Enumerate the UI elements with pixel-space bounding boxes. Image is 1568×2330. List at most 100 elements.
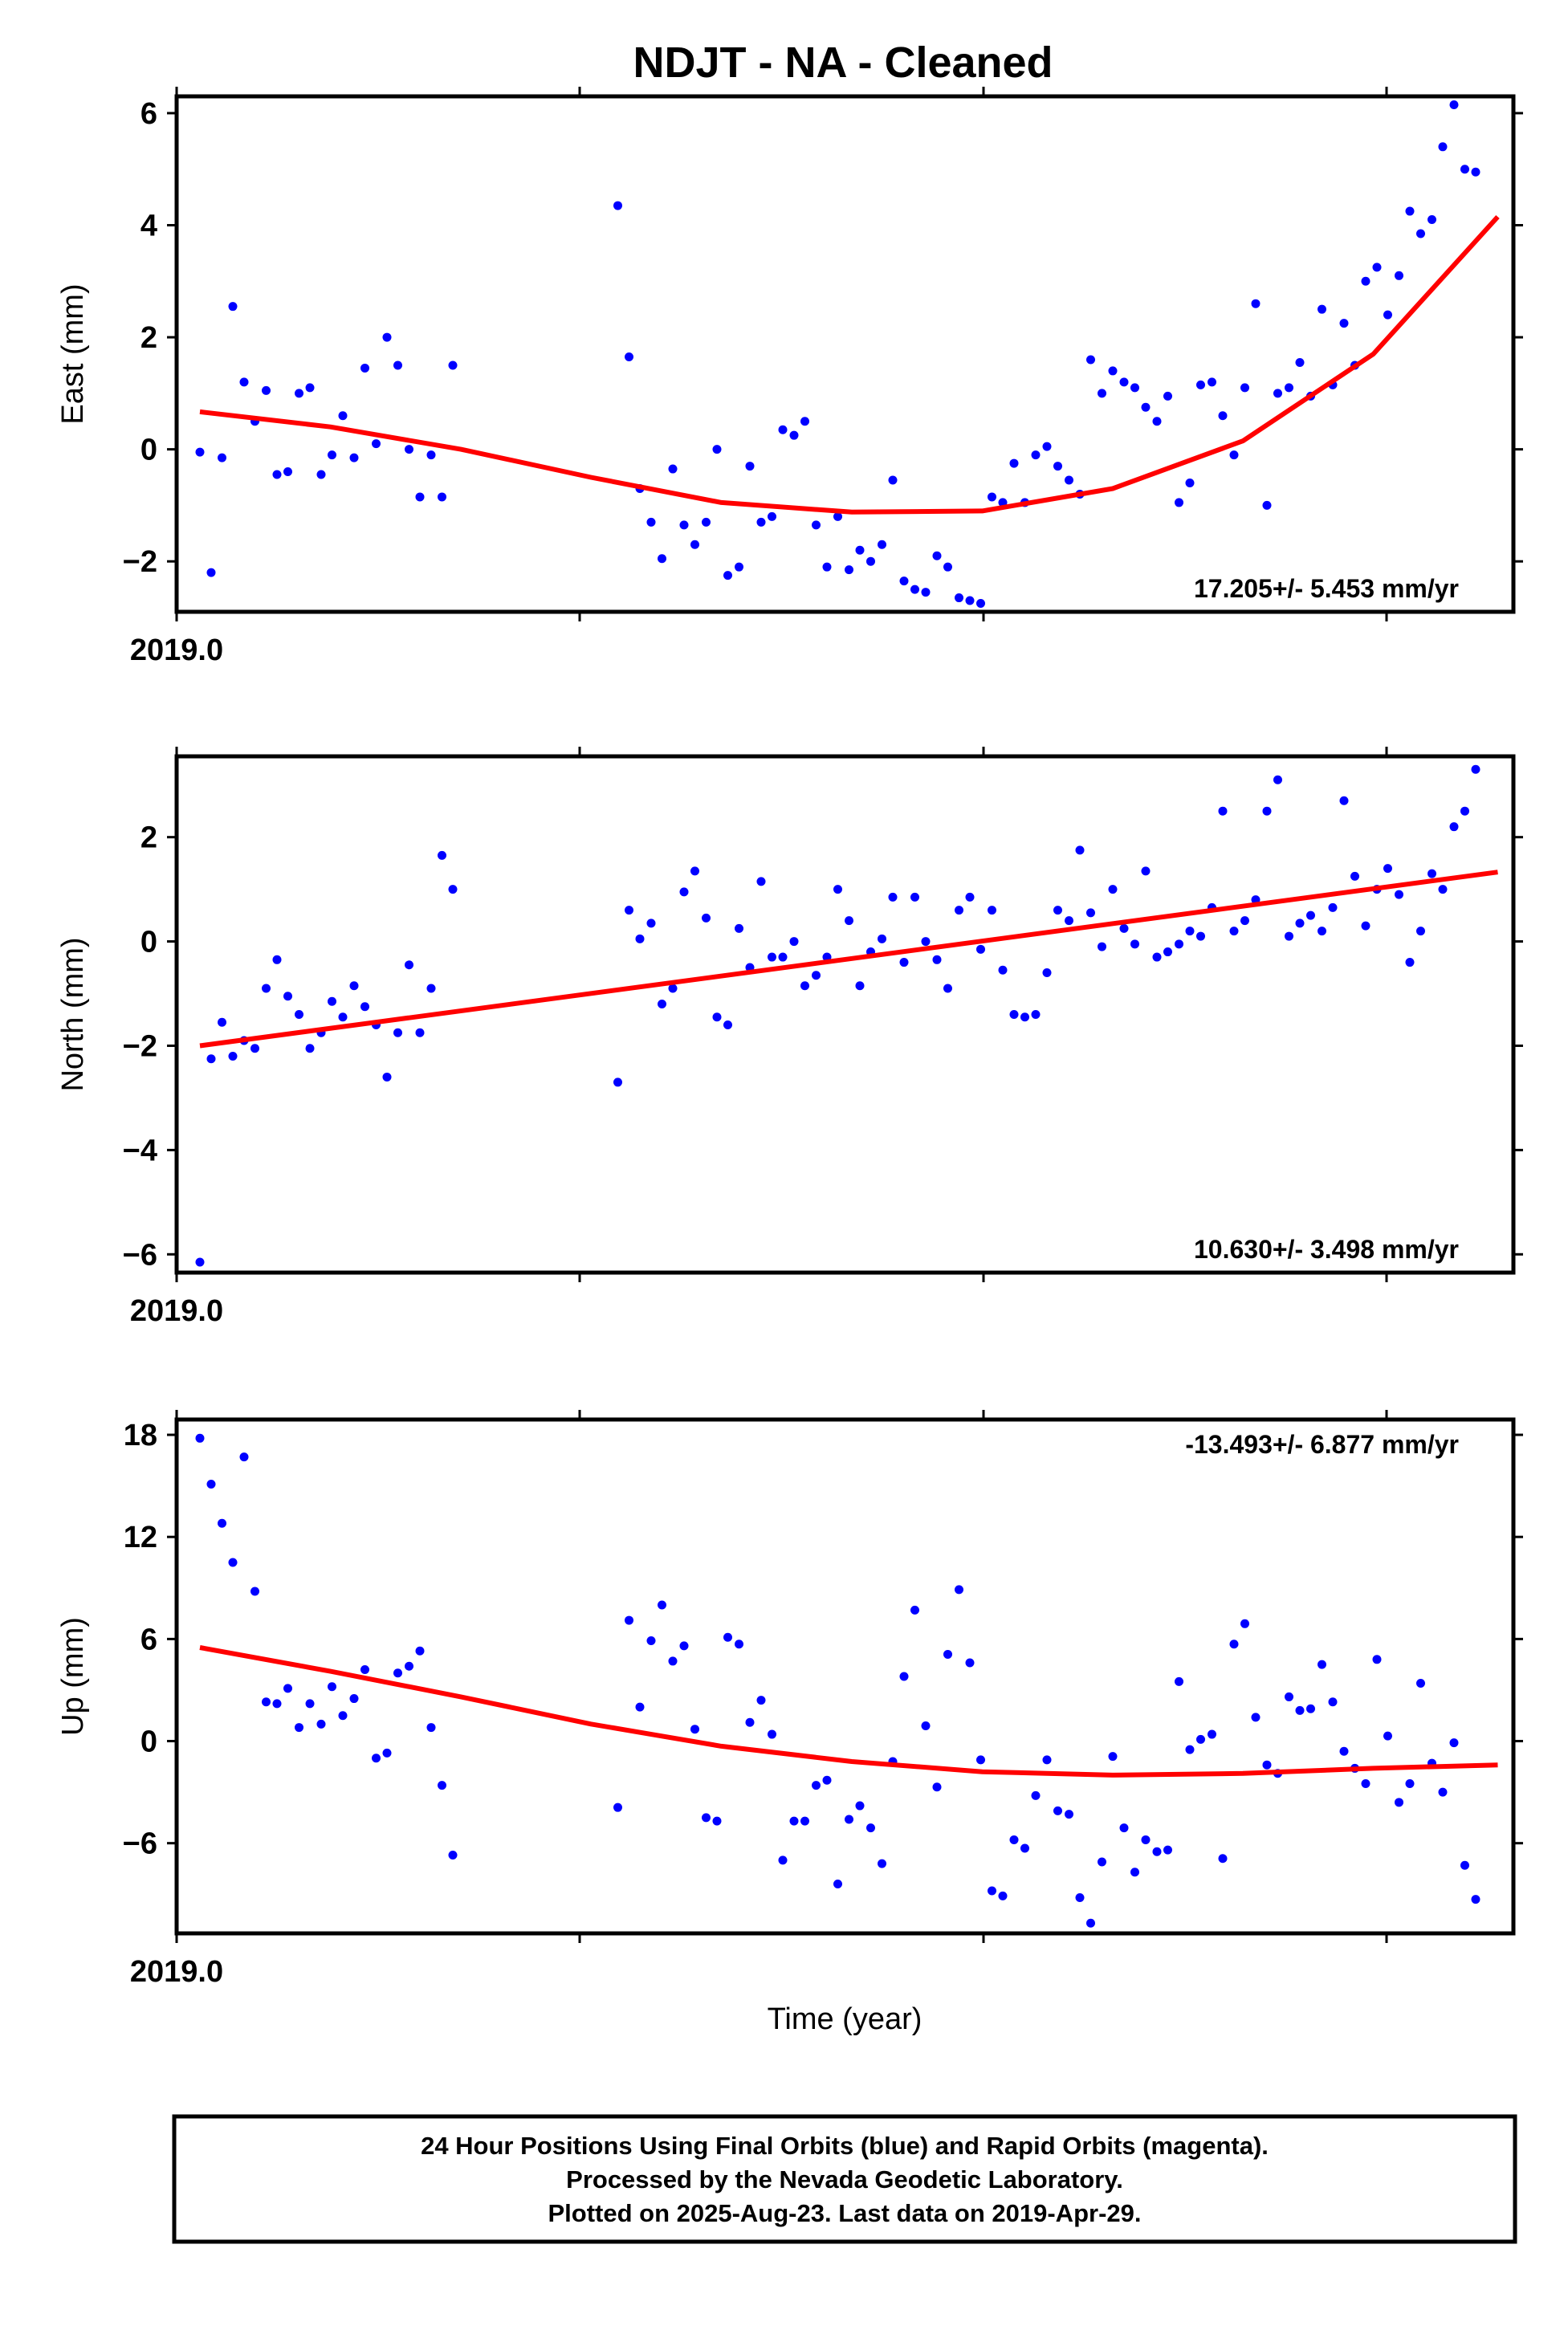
data-point <box>262 984 271 993</box>
data-point <box>1009 458 1019 468</box>
data-point <box>932 955 942 964</box>
data-point <box>1449 100 1459 109</box>
data-point <box>218 1017 226 1027</box>
data-point <box>646 517 656 527</box>
data-point <box>679 887 689 897</box>
data-point <box>658 554 666 564</box>
data-point <box>338 1012 348 1022</box>
data-point <box>735 562 743 572</box>
data-point <box>976 599 985 609</box>
data-point <box>1262 806 1272 816</box>
data-point <box>690 540 699 549</box>
data-point <box>1427 215 1436 225</box>
data-point <box>1273 389 1282 398</box>
data-point <box>262 1697 271 1707</box>
data-point <box>1285 383 1293 393</box>
data-point <box>360 363 369 373</box>
data-point <box>1229 1640 1239 1649</box>
data-point <box>1098 389 1106 398</box>
data-point <box>262 385 271 395</box>
data-point <box>855 545 865 555</box>
data-point <box>1240 916 1249 926</box>
data-point <box>899 1672 909 1681</box>
y-tick-label: −4 <box>123 1134 157 1167</box>
data-point <box>888 892 898 902</box>
data-point <box>1163 947 1172 957</box>
data-point <box>1395 1798 1403 1807</box>
data-point <box>800 981 809 991</box>
data-point <box>295 1010 303 1019</box>
data-point <box>1065 1810 1073 1819</box>
data-point <box>328 996 336 1006</box>
data-point <box>1449 1738 1459 1748</box>
trend-line <box>199 214 1500 515</box>
data-point <box>438 850 446 860</box>
data-point <box>921 588 931 597</box>
data-point <box>360 1665 369 1675</box>
data-point <box>1152 952 1162 962</box>
data-point <box>866 556 875 566</box>
data-point <box>712 445 722 454</box>
data-point <box>1119 923 1129 933</box>
data-point <box>283 992 292 1001</box>
data-point <box>910 585 919 594</box>
data-point <box>250 1587 259 1596</box>
data-point <box>756 877 766 886</box>
data-point <box>1086 355 1095 365</box>
data-point <box>1175 498 1183 507</box>
plot-frame <box>174 754 1516 1275</box>
data-point <box>1438 1787 1448 1797</box>
data-point <box>1285 1692 1293 1701</box>
data-point <box>1042 442 1052 451</box>
data-point <box>998 1891 1008 1900</box>
y-tick-label: −2 <box>123 1029 157 1063</box>
data-point <box>1471 1895 1480 1904</box>
data-point <box>822 562 832 572</box>
data-point <box>1361 276 1370 286</box>
data-point <box>921 937 931 947</box>
trend-line <box>199 870 1498 1049</box>
data-point <box>405 1661 413 1671</box>
data-point <box>1208 377 1216 387</box>
data-point <box>338 411 348 421</box>
data-point <box>658 1000 666 1009</box>
data-point <box>1152 417 1162 426</box>
data-point <box>690 866 699 876</box>
data-point <box>328 1682 336 1692</box>
data-point <box>1053 1806 1062 1815</box>
data-point <box>878 1859 886 1868</box>
data-point <box>812 520 821 530</box>
data-point <box>382 332 392 342</box>
data-point <box>625 1615 633 1625</box>
data-point <box>668 984 678 993</box>
data-point <box>1438 142 1448 152</box>
data-point <box>1108 1752 1118 1762</box>
data-point <box>1405 958 1415 967</box>
data-point <box>745 1717 755 1727</box>
up-panel: −6 0 6 12 18 2019.0 Up (mm) -13.493+/- 6.877 mm… <box>56 1410 1523 1989</box>
data-point <box>1098 942 1106 951</box>
data-point <box>1185 927 1195 936</box>
data-point <box>295 389 303 398</box>
data-point <box>1306 910 1315 920</box>
data-point <box>316 470 326 479</box>
trend-line <box>199 1645 1498 1778</box>
data-point <box>1075 845 1085 855</box>
data-point <box>1130 939 1139 949</box>
data-point <box>1020 1843 1029 1853</box>
x-tick-label: 2019.0 <box>130 633 223 667</box>
data-point <box>778 425 788 434</box>
data-point <box>1372 1655 1382 1664</box>
data-point <box>1009 1010 1019 1019</box>
data-point <box>1318 927 1326 936</box>
data-point <box>283 467 292 477</box>
data-point <box>789 1816 799 1826</box>
data-point <box>723 1632 732 1642</box>
data-point <box>613 201 622 210</box>
data-point <box>646 1635 656 1645</box>
y-tick-label: 2 <box>141 321 157 355</box>
data-point <box>1240 1619 1249 1628</box>
footer-line-2: Processed by the Nevada Geodetic Laborat… <box>566 2165 1123 2194</box>
data-point <box>1405 206 1415 216</box>
data-point <box>1020 1012 1029 1022</box>
